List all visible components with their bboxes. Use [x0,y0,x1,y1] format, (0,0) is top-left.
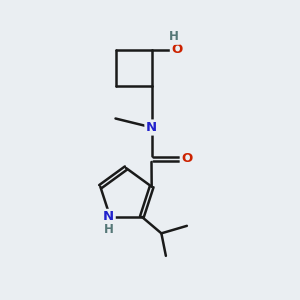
Text: H: H [169,30,179,44]
Text: N: N [103,210,114,223]
Text: O: O [171,43,183,56]
Text: H: H [104,223,114,236]
Text: N: N [146,121,157,134]
Text: O: O [181,152,193,166]
